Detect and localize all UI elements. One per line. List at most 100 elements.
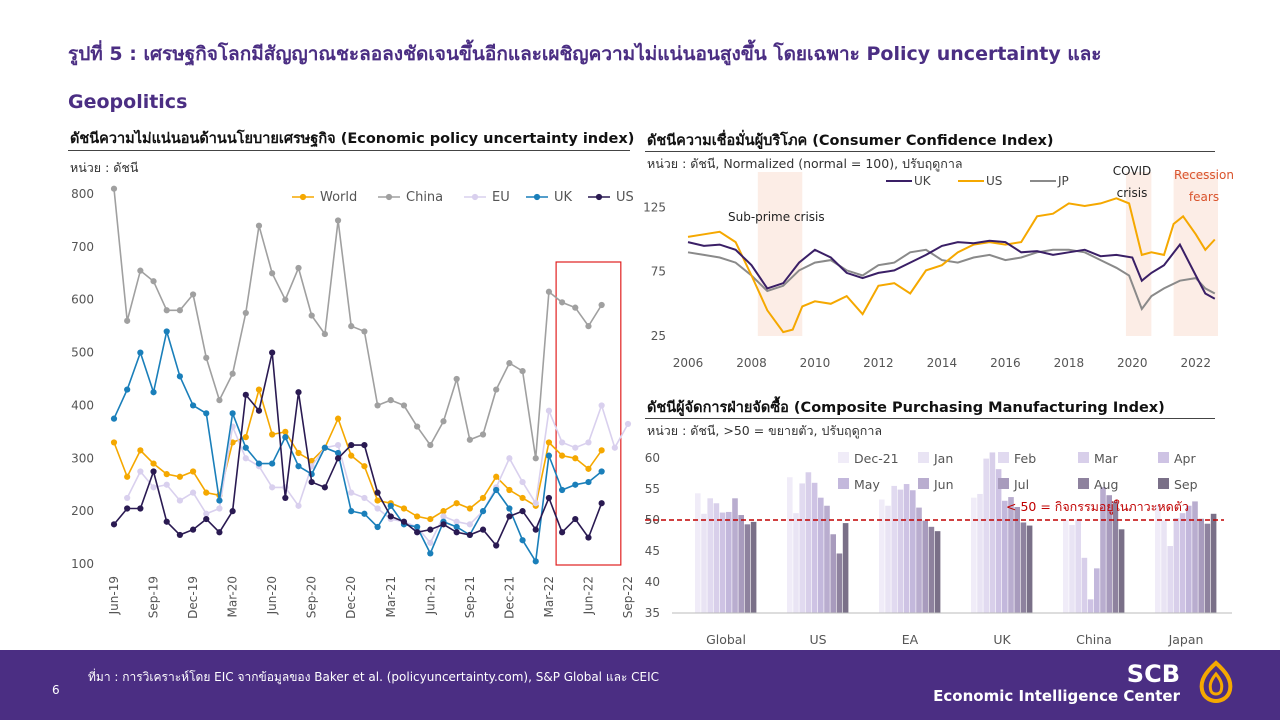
data-point-uk <box>585 478 592 486</box>
x-tick-label: Sep-19 <box>147 576 161 618</box>
bar-us-jul <box>830 534 836 613</box>
data-point-uk <box>242 444 249 451</box>
data-point-china <box>572 304 579 311</box>
y-tick-label: 40 <box>645 575 660 589</box>
legend-swatch-aug <box>1078 478 1089 489</box>
data-point-us <box>189 526 197 533</box>
bar-japan-apr <box>1179 513 1186 613</box>
data-point-uk <box>150 389 157 396</box>
bar-us-feb <box>799 483 805 613</box>
data-point-china <box>374 402 381 409</box>
data-point-us <box>282 494 289 502</box>
epu-title-rule <box>68 150 630 151</box>
epu-chart-title: ดัชนีความไม่แน่นอนด้านนโยบายเศรษฐกิจ (Ec… <box>70 131 635 147</box>
data-point-us <box>295 389 302 396</box>
data-point-uk <box>453 523 460 531</box>
bar-us-apr <box>811 482 818 613</box>
bar-global-dec-21 <box>695 493 701 613</box>
data-point-eu <box>440 513 447 520</box>
legend-label-sep: Sep <box>1174 477 1198 492</box>
series-line-jp <box>687 248 1216 312</box>
legend-swatch-dec-21 <box>838 452 849 463</box>
data-point-china <box>361 328 368 335</box>
data-point-us <box>308 478 315 486</box>
bar-china-mar <box>1081 557 1088 613</box>
x-tick-label: Mar-21 <box>384 576 398 617</box>
data-point-eu <box>611 444 618 451</box>
data-point-china <box>387 397 394 404</box>
data-point-china <box>150 278 157 285</box>
data-point-china <box>598 301 605 309</box>
data-point-world <box>203 489 210 496</box>
data-point-us <box>110 521 118 528</box>
data-point-eu <box>572 444 579 451</box>
data-point-world <box>110 439 118 446</box>
data-point-world <box>493 473 500 480</box>
data-point-eu <box>519 478 526 486</box>
x-tick-label: Jun-22 <box>581 576 595 615</box>
bar-china-jul <box>1106 495 1112 613</box>
data-point-china <box>255 222 263 229</box>
y-tick-label: 25 <box>651 329 666 343</box>
legend-label-mar: Mar <box>1094 451 1118 466</box>
bar-uk-jan <box>977 493 983 613</box>
x-tick-label: Sep-20 <box>305 576 319 618</box>
cci-line-chart: 25 75 125 2006 2008 2010 2012 2014 2016 2018 2020 2… <box>643 164 1234 370</box>
legend-label-aug: Aug <box>1094 477 1118 492</box>
legend-label-eu: EU <box>492 190 510 205</box>
data-point-eu <box>559 439 566 446</box>
data-point-world <box>189 468 197 475</box>
data-point-eu <box>374 505 381 512</box>
data-point-world <box>137 447 144 454</box>
bar-ea-feb <box>891 485 897 613</box>
data-point-uk <box>255 460 263 467</box>
data-point-eu <box>427 539 434 546</box>
scb-logo-icon <box>1199 660 1233 704</box>
y-tick-label: 300 <box>71 451 94 465</box>
data-point-world <box>479 494 487 502</box>
data-point-eu <box>334 441 342 449</box>
data-point-us <box>598 500 605 507</box>
data-point-china <box>440 418 447 425</box>
data-point-world <box>269 431 276 438</box>
data-point-uk <box>414 523 421 531</box>
pmi-title-rule <box>645 418 1215 419</box>
data-point-us <box>479 526 487 533</box>
series-line-us <box>113 352 603 547</box>
y-tick-label: 45 <box>645 544 660 558</box>
data-point-us <box>334 455 342 462</box>
data-point-uk <box>137 349 144 356</box>
data-point-uk <box>519 537 526 544</box>
data-point-us <box>269 349 276 356</box>
data-point-china <box>427 441 434 449</box>
cci-unit-label: หน่วย : ดัชนี, Normalized (normal = 100)… <box>647 156 963 171</box>
data-point-eu <box>545 407 553 414</box>
bar-china-apr <box>1087 599 1094 613</box>
bar-uk-aug <box>1020 522 1027 613</box>
pmi-chart-title: ดัชนีผู้จัดการฝ่ายจัดซื้อ (Composite Pur… <box>647 400 1165 416</box>
data-point-uk <box>216 497 223 504</box>
data-point-uk <box>545 452 553 459</box>
data-point-eu <box>453 518 460 525</box>
bar-china-feb <box>1075 519 1081 613</box>
series-line-china <box>113 188 603 459</box>
bar-uk-mar <box>989 452 996 613</box>
data-point-eu <box>203 510 210 517</box>
data-point-uk <box>427 550 434 557</box>
legend-marker-china <box>385 193 393 201</box>
annotation-recession-line2: fears <box>1189 190 1219 204</box>
data-point-china <box>216 397 223 404</box>
data-point-uk <box>348 508 355 515</box>
bar-china-jun <box>1100 487 1106 613</box>
data-point-eu <box>124 494 131 502</box>
x-tick-label: Dec-19 <box>186 576 200 619</box>
bar-ea-aug <box>928 526 935 613</box>
data-point-eu <box>532 500 539 507</box>
data-point-world <box>400 505 408 512</box>
data-point-uk <box>598 468 605 475</box>
data-point-us <box>414 529 421 536</box>
data-point-us <box>559 529 566 536</box>
pmi-unit-label: หน่วย : ดัชนี, >50 = ขยายตัว, ปรับฤดูกาล <box>647 423 882 438</box>
bar-ea-jul <box>922 520 928 613</box>
data-point-china <box>295 264 302 272</box>
